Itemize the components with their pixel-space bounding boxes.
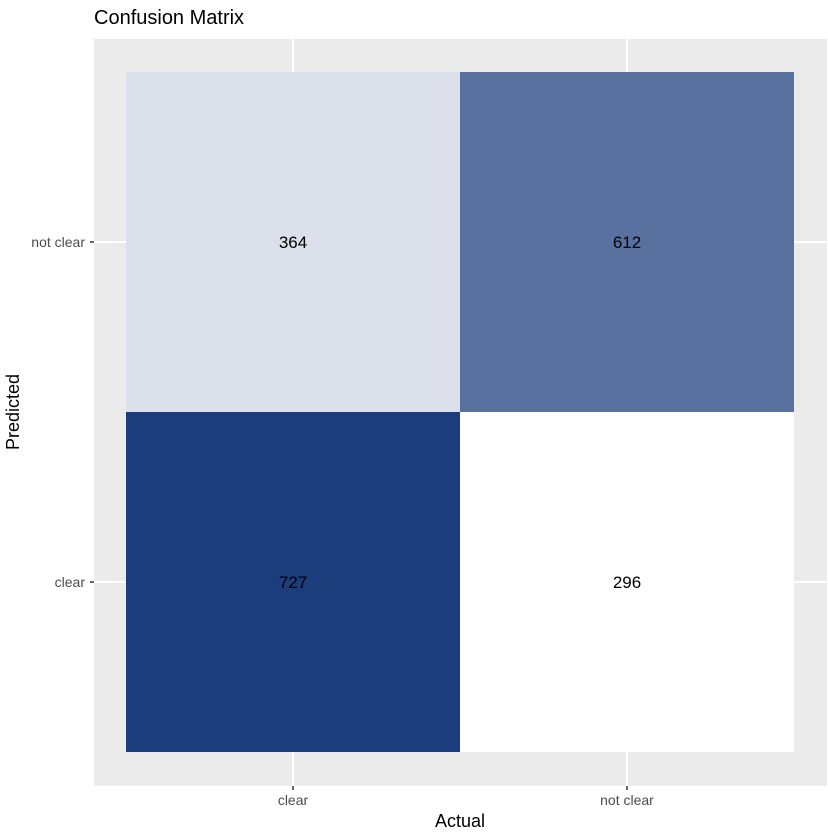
heatmap-cell (126, 72, 460, 412)
y-axis-title: Predicted (3, 374, 23, 450)
heatmap-cell (460, 412, 794, 752)
cell-value-label: 612 (613, 233, 641, 252)
heatmap-cell (126, 412, 460, 752)
x-axis-title: Actual (435, 811, 485, 831)
cell-value-label: 364 (279, 233, 307, 252)
y-tick-label: clear (55, 574, 86, 590)
cell-value-label: 296 (613, 573, 641, 592)
x-tick-label: clear (278, 792, 309, 808)
x-tick-label: not clear (600, 792, 654, 808)
y-axis: clear not clear (31, 234, 94, 590)
chart-title: Confusion Matrix (94, 7, 244, 29)
heatmap-cell (460, 72, 794, 412)
y-tick-label: not clear (31, 234, 85, 250)
heatmap-cells (126, 72, 794, 752)
x-axis: clear not clear (278, 786, 654, 808)
cell-value-labels: 364 612 727 296 (279, 233, 641, 592)
cell-value-label: 727 (279, 573, 307, 592)
